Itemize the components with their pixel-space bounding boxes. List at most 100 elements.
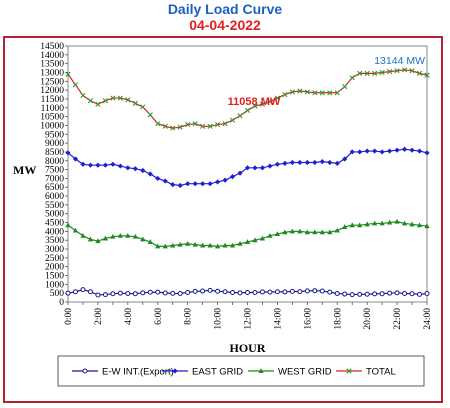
data-point <box>125 97 131 103</box>
y-tick-label: 3000 <box>45 245 64 255</box>
y-tick-label: 13000 <box>40 68 64 78</box>
data-point <box>327 159 333 166</box>
data-point <box>170 242 176 248</box>
data-point <box>327 289 333 295</box>
y-tick-label: 11000 <box>41 104 65 114</box>
y-tick-label: 12000 <box>40 86 64 96</box>
data-point <box>259 289 265 295</box>
data-point <box>409 291 415 297</box>
data-point <box>289 228 295 234</box>
x-tick-label: 22:00 <box>393 308 403 330</box>
data-point <box>192 121 198 127</box>
data-point <box>274 289 280 295</box>
data-point <box>237 170 243 176</box>
data-point <box>349 292 355 298</box>
data-point <box>214 121 221 128</box>
data-point <box>297 289 303 295</box>
data-point <box>172 368 178 374</box>
data-point <box>319 229 325 235</box>
y-tick-label: 10000 <box>40 121 64 131</box>
data-point <box>117 95 123 101</box>
data-point <box>416 148 423 154</box>
data-point <box>125 165 131 171</box>
x-tick-label: 16:00 <box>303 308 313 330</box>
data-point <box>416 70 423 76</box>
data-point <box>364 221 370 227</box>
data-point <box>229 117 236 123</box>
data-point <box>349 222 355 228</box>
legend-label: E-W INT.(Export) <box>102 367 174 378</box>
y-tick-label: 9500 <box>45 130 64 140</box>
data-point <box>274 161 281 167</box>
x-tick-label: 10:00 <box>214 308 224 330</box>
data-point <box>185 121 191 128</box>
data-point <box>387 69 393 75</box>
chart-frame: 0 500 1000 1500 2000 2500 3000 3500 4000 4500 5000… <box>3 36 443 403</box>
data-point <box>147 239 153 244</box>
data-point <box>65 222 71 228</box>
y-tick-label: 5500 <box>45 201 64 211</box>
data-point <box>110 233 116 239</box>
data-point <box>200 181 206 187</box>
data-point <box>424 72 430 78</box>
y-tick-label: 5000 <box>45 210 64 220</box>
load-curve-chart: 0500100015002000250030003500400045005000… <box>13 42 433 387</box>
data-point <box>244 165 251 171</box>
data-point <box>229 174 236 180</box>
data-point <box>312 229 318 235</box>
data-point <box>102 162 108 168</box>
data-point <box>304 159 310 166</box>
data-point <box>237 240 243 246</box>
data-point <box>222 177 228 183</box>
data-point <box>132 100 138 106</box>
data-point <box>319 90 325 96</box>
data-point <box>222 289 228 295</box>
data-point <box>327 229 333 235</box>
y-tick-label: 7500 <box>45 166 64 176</box>
data-point <box>342 224 348 229</box>
data-point <box>259 165 266 171</box>
legend-label: WEST GRID <box>278 367 332 378</box>
data-point <box>110 95 116 101</box>
data-point <box>162 290 168 296</box>
data-point <box>147 112 153 118</box>
data-point <box>80 287 86 293</box>
x-tick-label: 6:00 <box>154 308 164 325</box>
data-point <box>140 290 146 296</box>
y-tick-label: 6500 <box>45 183 64 193</box>
data-point <box>170 181 176 188</box>
y-tick-label: 4500 <box>45 219 64 229</box>
data-point <box>80 92 86 99</box>
data-point <box>379 149 385 155</box>
data-point <box>274 95 281 101</box>
data-point <box>102 292 108 298</box>
annotation-label: 13144 MW <box>374 55 425 67</box>
data-point <box>387 219 393 225</box>
y-tick-label: 14000 <box>40 51 64 61</box>
data-point <box>147 171 153 177</box>
data-point <box>147 289 153 295</box>
data-point <box>259 101 266 107</box>
data-point <box>334 291 340 297</box>
data-point <box>387 148 393 154</box>
data-point <box>170 290 176 296</box>
data-point <box>267 163 273 169</box>
data-point <box>65 290 71 296</box>
data-point <box>140 167 146 174</box>
x-tick-label: 4:00 <box>124 308 134 325</box>
data-point <box>200 242 206 248</box>
data-point <box>394 68 400 74</box>
data-point <box>401 146 408 152</box>
legend-label: EAST GRID <box>192 367 243 378</box>
data-point <box>312 159 318 166</box>
x-tick-label: 20:00 <box>363 308 373 330</box>
data-point <box>319 288 325 294</box>
data-point <box>304 229 310 235</box>
data-point <box>319 159 325 165</box>
data-point <box>409 221 415 227</box>
data-point <box>364 70 370 76</box>
data-point <box>342 291 348 297</box>
data-point <box>259 235 266 241</box>
annotation-label: 11058 MW <box>228 96 281 108</box>
data-point <box>125 232 131 238</box>
